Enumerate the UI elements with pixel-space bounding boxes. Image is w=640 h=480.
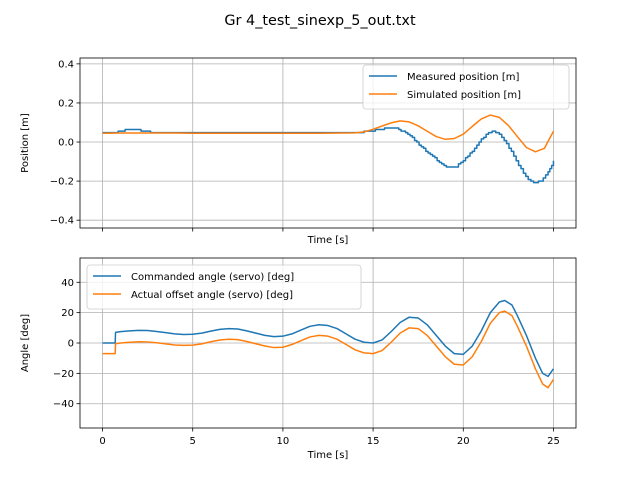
ang-ylabel: Angle [deg] <box>20 314 31 372</box>
ang-series-0 <box>102 299 555 378</box>
pos-ytick-label-2: 0.0 <box>58 138 74 149</box>
ang-xtick-label-5: 25 <box>547 436 560 447</box>
ang-series-1 <box>102 310 555 389</box>
pos-ylabel: Position [m] <box>20 113 31 173</box>
pos-series-1 <box>102 114 555 153</box>
pos-ytick-label-0: −0.4 <box>50 216 74 227</box>
pos-series-0 <box>102 127 555 184</box>
pos-ytick-label-3: 0.2 <box>58 98 74 109</box>
pos-ytick-label-1: −0.2 <box>50 177 74 188</box>
ang-ytick-label-1: −20 <box>53 369 74 380</box>
ang-legend-label-1: Actual offset angle (servo) [deg] <box>131 290 293 301</box>
ang-ytick-label-3: 20 <box>61 308 74 319</box>
pos-legend-box <box>362 64 570 110</box>
pos-legend-label-0: Measured position [m] <box>407 72 519 83</box>
ang-xlabel: Time [s] <box>307 450 349 461</box>
ang-xtick-label-4: 20 <box>457 436 470 447</box>
pos-xlabel: Time [s] <box>307 235 349 246</box>
ang-xtick-label-0: 0 <box>99 436 105 447</box>
position-plot: −0.4 −0.2 0.0 0.2 0.4 Time [s] Position [m] Mea… <box>20 57 577 246</box>
pos-ytick-label-4: 0.4 <box>58 59 74 70</box>
pos-frame <box>79 57 577 229</box>
ang-ytick-label-4: 40 <box>61 278 74 289</box>
angle-plot: 0 5 10 15 20 25 −40 −20 0 20 40 Time [s] Angle [deg]… <box>20 257 577 461</box>
ang-legend-label-0: Commanded angle (servo) [deg] <box>131 272 294 283</box>
figure-title: Gr 4_test_sinexp_5_out.txt <box>224 13 416 29</box>
ang-xtick-label-3: 15 <box>367 436 380 447</box>
ang-xtick-label-2: 10 <box>277 436 290 447</box>
ang-xtick-label-1: 5 <box>190 436 196 447</box>
ang-ytick-label-2: 0 <box>68 339 74 350</box>
ang-ytick-label-0: −40 <box>53 399 74 410</box>
ang-legend-box <box>86 264 362 310</box>
pos-legend-label-1: Simulated position [m] <box>407 90 521 101</box>
